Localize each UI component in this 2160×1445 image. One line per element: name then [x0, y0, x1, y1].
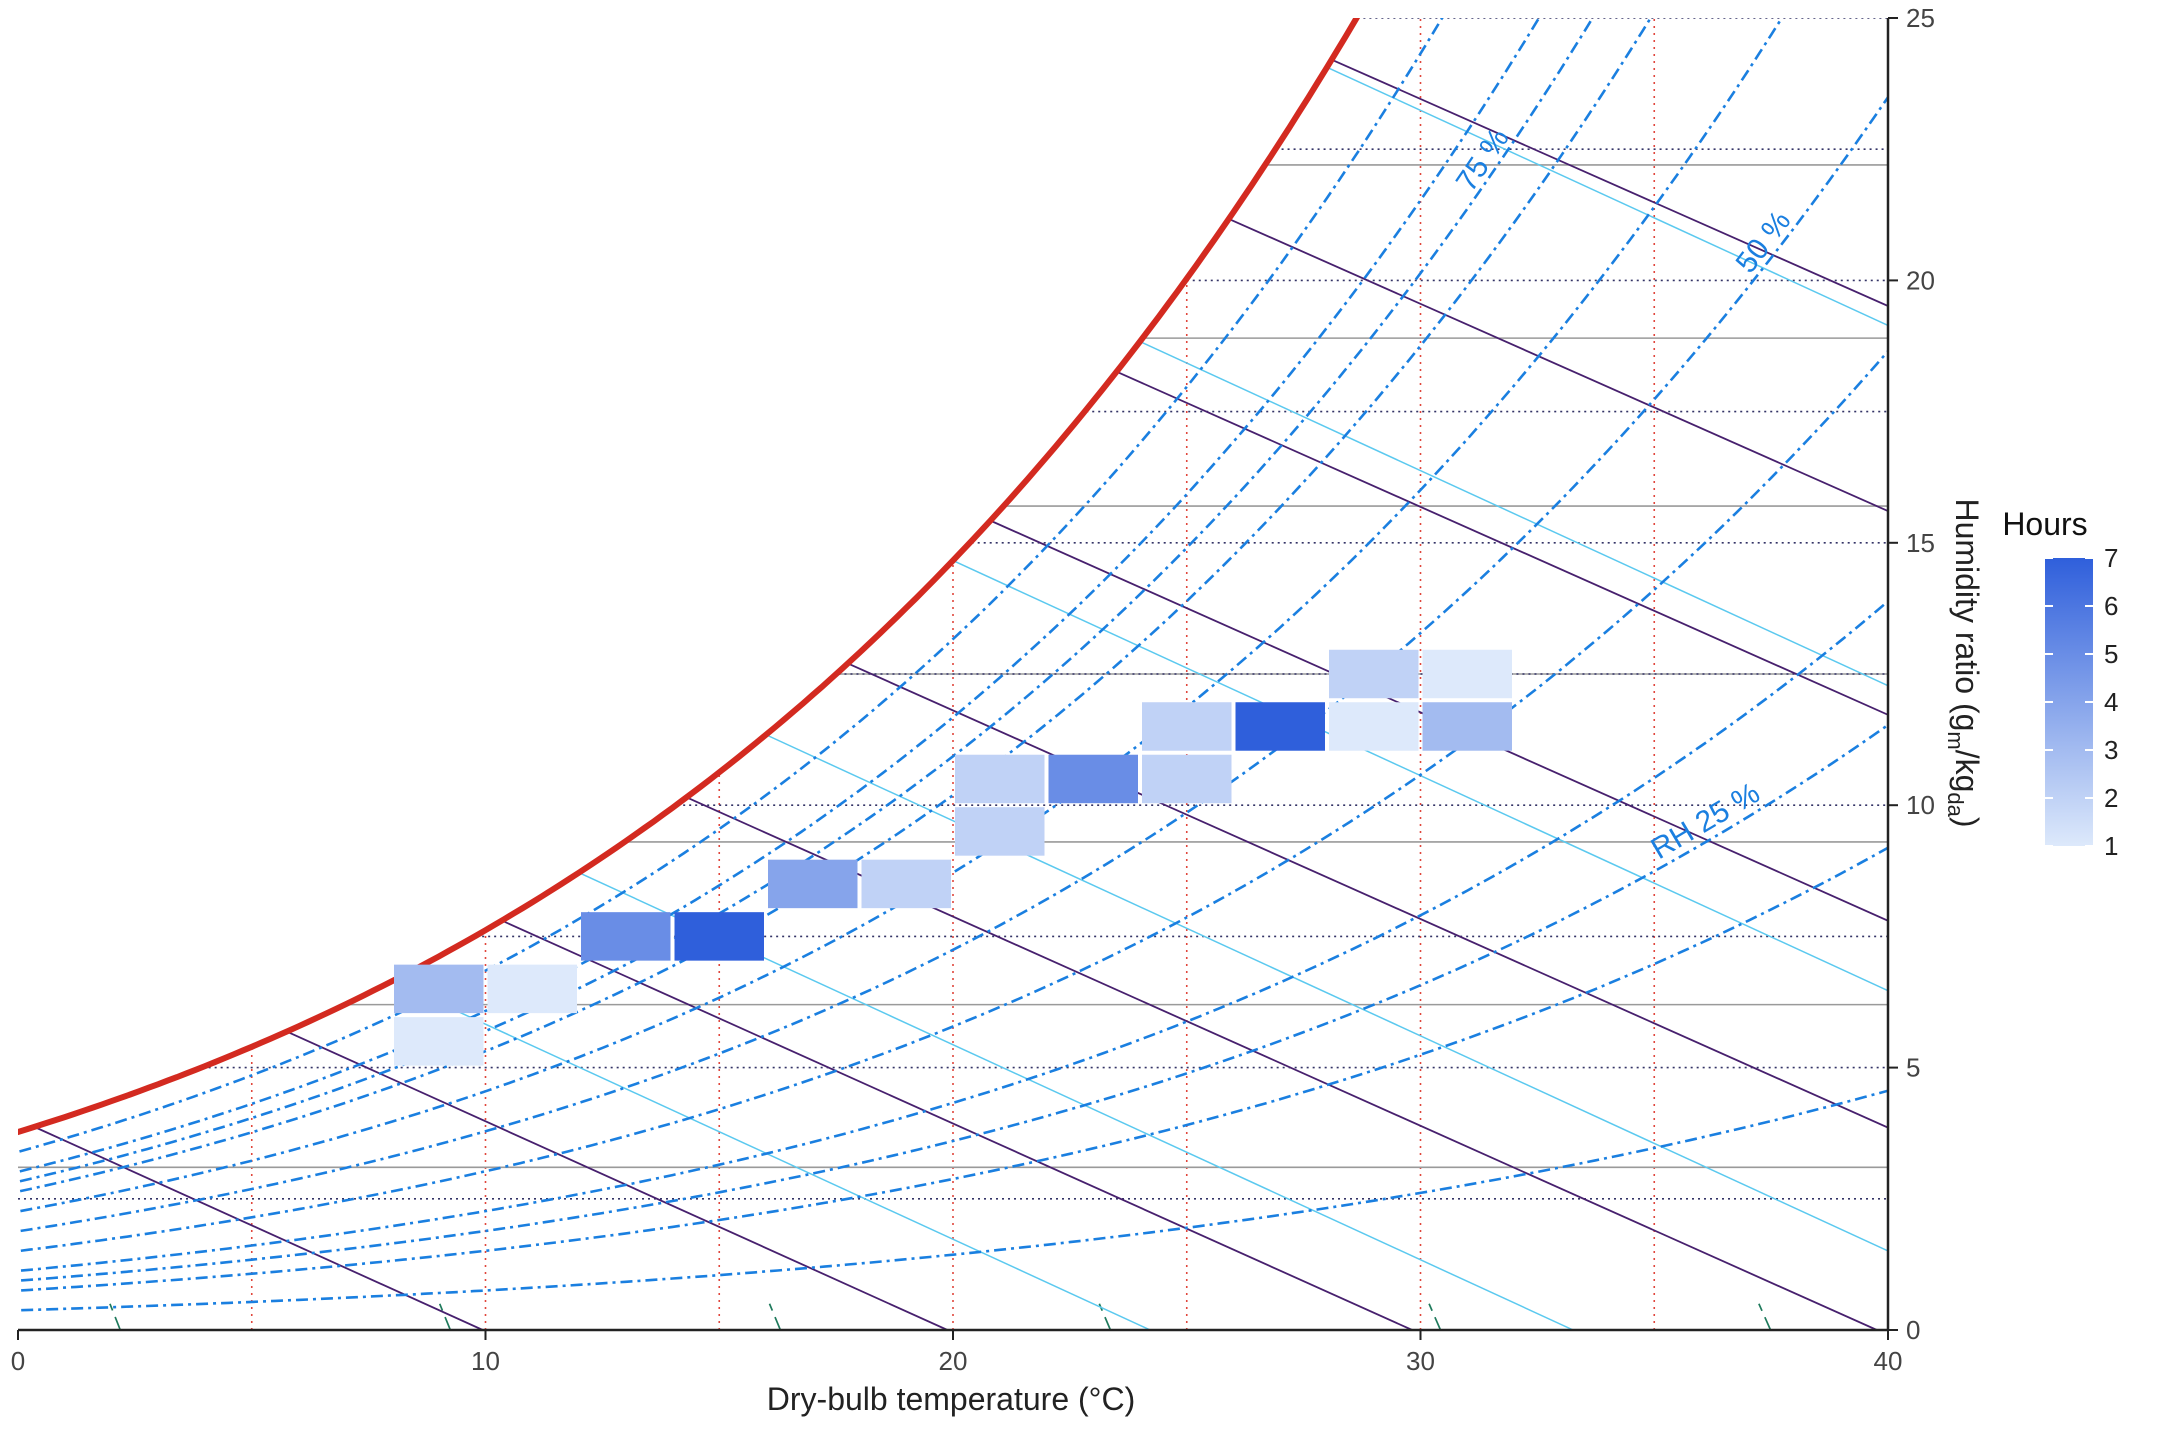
legend-tick-label: 7 — [2104, 543, 2118, 573]
heatmap-cell — [581, 912, 671, 961]
x-tick-label: 10 — [471, 1346, 500, 1376]
wet-bulb-line — [391, 980, 1151, 1330]
y-tick-label: 20 — [1906, 265, 1935, 295]
relative-humidity-curves — [18, 18, 1888, 1312]
heatmap-cell — [674, 912, 764, 961]
specific-volume-line — [768, 1303, 782, 1330]
heatmap-cell — [1235, 702, 1325, 751]
y-tick-label: 25 — [1906, 3, 1935, 33]
enthalpy-line — [501, 919, 1413, 1330]
wet-bulb-line — [952, 559, 1888, 992]
x-tick-label: 20 — [939, 1346, 968, 1376]
y-axis-label: Humidity ratio (gm/kgda) — [1943, 498, 1985, 827]
rh-curve — [18, 349, 1888, 1253]
legend-ticks: 1 2 3 4 5 6 7 — [2045, 543, 2118, 861]
heatmap-cell — [955, 754, 1045, 804]
specific-volume-line — [2089, 1304, 2101, 1330]
heatmap-cell — [394, 1017, 484, 1066]
rh-curve — [18, 18, 1444, 1154]
specific-volume-line — [1758, 1303, 1772, 1330]
y-tick-label: 15 — [1906, 528, 1935, 558]
heatmap-cell — [768, 859, 858, 909]
heatmap-cell — [1142, 754, 1232, 804]
rh-curve — [18, 18, 1784, 1213]
x-axis-label: Dry-bulb temperature (°C) — [767, 1381, 1135, 1417]
legend-tick-label: 3 — [2104, 735, 2118, 765]
heatmap-cell — [1142, 702, 1232, 751]
specific-volume-line — [438, 1303, 452, 1330]
rh-labels: RH 25 %50 %75 % — [1450, 122, 1798, 866]
heatmap-cell — [955, 807, 1045, 856]
enthalpy-line — [1331, 58, 1888, 307]
heatmap-cell — [1422, 649, 1512, 699]
wet-bulb-lines — [391, 66, 1888, 1330]
x-tick-label: 30 — [1406, 1346, 1435, 1376]
rh-curve — [18, 599, 1888, 1273]
heatmap-cell — [394, 964, 484, 1014]
heatmap-cell — [1048, 754, 1138, 804]
heatmap-cell — [1422, 702, 1512, 751]
x-tick-label: 40 — [1874, 1346, 1903, 1376]
legend-tick-label: 1 — [2104, 831, 2118, 861]
rh-curve — [18, 1089, 1888, 1312]
rh-curve — [18, 94, 1888, 1233]
specific-volume-line — [109, 1303, 122, 1330]
rh-curve — [18, 18, 1541, 1174]
legend-tick-label: 4 — [2104, 687, 2118, 717]
rh-label: 75 % — [1450, 122, 1516, 197]
legend-tick-label: 2 — [2104, 783, 2118, 813]
enthalpy-line — [286, 1030, 948, 1330]
heatmap-cell — [487, 964, 577, 1014]
heatmap-cells — [394, 649, 1512, 1066]
saturation-curve — [18, 18, 1361, 1136]
enthalpy-line — [1116, 370, 1888, 716]
rh-curve — [18, 18, 1595, 1184]
y-tick-label: 0 — [1906, 1315, 1920, 1345]
rh-curve — [18, 723, 1888, 1283]
enthalpy-line — [990, 519, 1888, 922]
wet-bulb-line — [1139, 340, 1888, 687]
heatmap-cell — [1329, 702, 1419, 751]
enthalpy-lines — [33, 58, 1888, 1330]
legend-tick-label: 6 — [2104, 591, 2118, 621]
rh-curve — [18, 846, 1888, 1292]
heatmap-cell — [1329, 649, 1419, 699]
x-tick-label: 0 — [11, 1346, 25, 1376]
rh-label: 50 % — [1730, 205, 1798, 279]
legend-tick-label: 5 — [2104, 639, 2118, 669]
heatmap-cell — [861, 859, 951, 909]
enthalpy-line — [1228, 218, 1888, 513]
legend-title: Hours — [2002, 506, 2087, 542]
saturation-curve-group — [18, 18, 1361, 1136]
legend: Hours 1 2 3 4 5 6 7 — [2002, 506, 2118, 861]
specific-volume-lines — [109, 1303, 2101, 1330]
y-tick-label: 10 — [1906, 790, 1935, 820]
wet-bulb-line — [1326, 66, 1888, 327]
enthalpy-line — [33, 1126, 484, 1330]
y-tick-label: 5 — [1906, 1053, 1920, 1083]
guide-lines — [18, 18, 1888, 1330]
specific-volume-line — [1428, 1303, 1442, 1330]
